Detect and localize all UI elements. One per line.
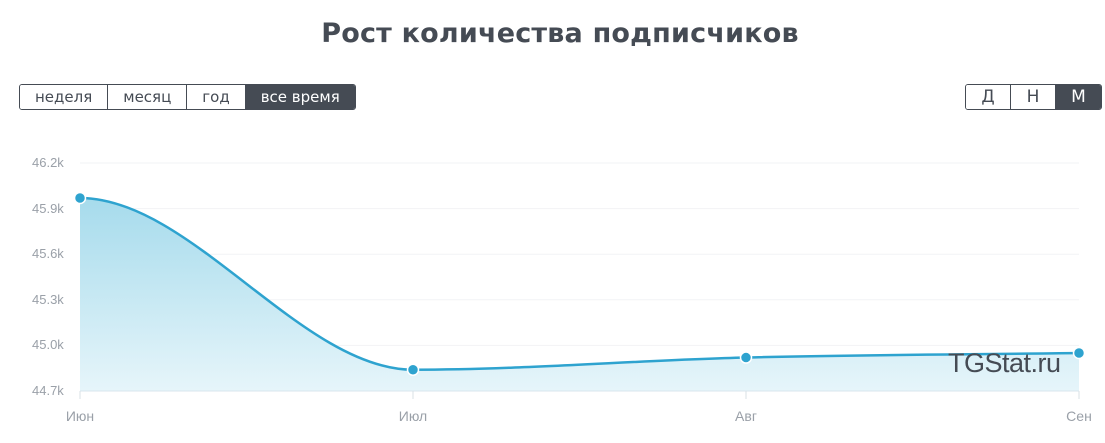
page-title: Рост количества подписчиков (321, 18, 799, 49)
granularity-filter: Д Н М (965, 84, 1102, 110)
period-week-button[interactable]: неделя (20, 85, 109, 109)
subscribers-chart: 44.7k 45.0k 45.3k 45.6k 45.9k 46.2k Июн Июл Авг… (0, 140, 1105, 443)
granularity-month-button[interactable]: М (1056, 85, 1101, 109)
granularity-day-button[interactable]: Д (966, 85, 1011, 109)
y-tick-label: 45.3k (32, 291, 64, 307)
series-line (79, 196, 1080, 371)
period-filter: неделя месяц год все время (19, 84, 356, 110)
x-tick-label: Июн (65, 408, 95, 424)
area-fill (80, 197, 1079, 391)
x-tick-label: Сен (1066, 408, 1092, 424)
granularity-week-button[interactable]: Н (1011, 85, 1056, 109)
data-point[interactable] (1072, 346, 1086, 360)
x-tick-label: Авг (735, 408, 757, 424)
y-tick-label: 46.2k (32, 155, 64, 170)
data-point[interactable] (73, 191, 87, 205)
period-all-time-button[interactable]: все время (245, 85, 355, 109)
y-tick-label: 44.7k (32, 383, 64, 398)
data-point[interactable] (406, 363, 420, 376)
data-point[interactable] (739, 351, 753, 364)
x-tick-label: Июл (398, 408, 428, 424)
y-tick-label: 45.6k (32, 246, 64, 262)
y-tick-label: 45.0k (32, 337, 64, 353)
chart-plot-area (73, 162, 1086, 399)
watermark: TGStat.ru (948, 348, 1061, 378)
period-month-button[interactable]: месяц (108, 85, 188, 109)
period-year-button[interactable]: год (187, 85, 246, 109)
y-tick-label: 45.9k (32, 200, 64, 216)
